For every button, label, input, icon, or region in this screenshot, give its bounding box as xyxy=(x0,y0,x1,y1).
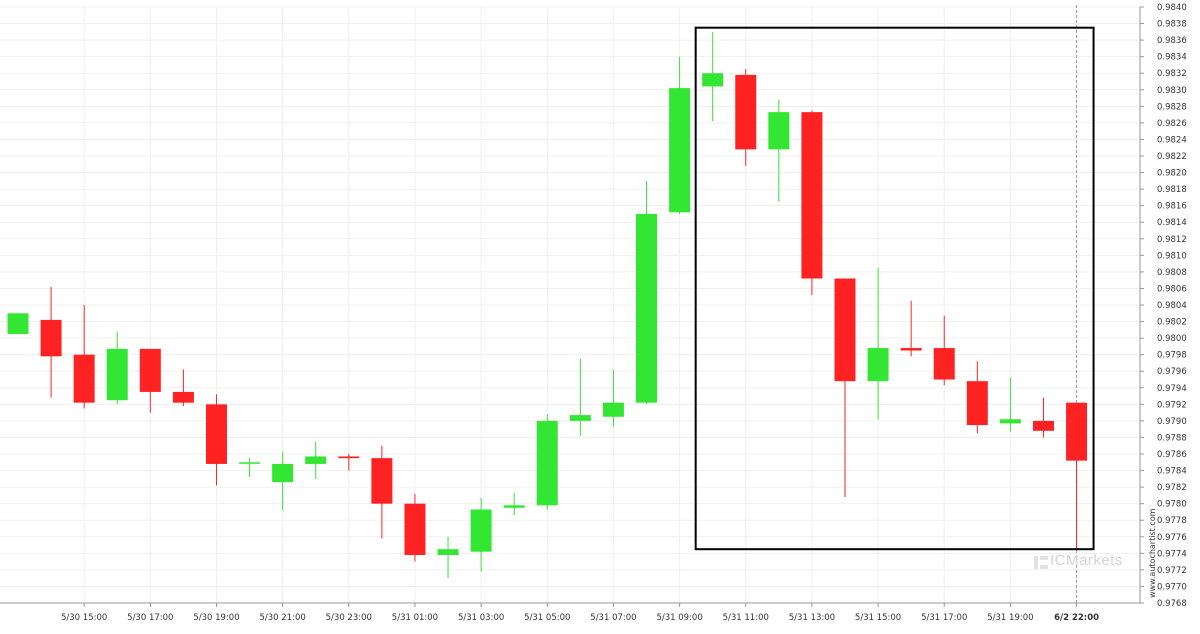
candle-body xyxy=(900,348,922,351)
x-tick-label: 5/30 17:00 xyxy=(127,613,173,623)
candle-body xyxy=(73,354,95,403)
pattern-box xyxy=(694,26,1095,551)
y-tick-label: 0.9800 xyxy=(1157,334,1187,344)
candle-body xyxy=(768,112,790,150)
y-tick-label: 0.9792 xyxy=(1157,400,1187,410)
candle-body xyxy=(7,313,29,334)
candle-body xyxy=(239,462,261,464)
y-tick-label: 0.9794 xyxy=(1157,384,1187,394)
candle-body xyxy=(470,509,492,552)
brand-watermark: ICMarkets xyxy=(1050,552,1123,569)
y-tick-label: 0.9806 xyxy=(1157,284,1187,294)
candle-body xyxy=(602,402,624,417)
y-tick-label: 0.9826 xyxy=(1157,119,1187,129)
x-tick-label: 5/31 15:00 xyxy=(855,613,901,623)
candle-body xyxy=(801,112,823,279)
candle-body xyxy=(1032,420,1054,431)
x-tick-label: 5/31 13:00 xyxy=(789,613,835,623)
side-credit: www.autochartist.com xyxy=(1148,508,1157,598)
y-tick-label: 0.9786 xyxy=(1157,450,1187,460)
y-tick-label: 0.9770 xyxy=(1157,582,1187,592)
y-tick-label: 0.9776 xyxy=(1157,533,1187,543)
y-tick-label: 0.9796 xyxy=(1157,367,1187,377)
candle-body xyxy=(1066,402,1088,461)
candle-body xyxy=(867,348,889,382)
y-tick-label: 0.9790 xyxy=(1157,417,1187,427)
brand-logo-mark xyxy=(1034,556,1048,569)
y-tick-label: 0.9812 xyxy=(1157,235,1187,245)
y-tick-label: 0.9780 xyxy=(1157,500,1187,510)
x-tick-label: 6/2 22:00 xyxy=(1054,613,1099,623)
candle-body xyxy=(933,348,955,380)
y-tick-label: 0.9822 xyxy=(1157,152,1187,162)
candle-body xyxy=(139,348,161,392)
candle-body xyxy=(172,391,194,403)
candle-body xyxy=(966,381,988,426)
candle-body xyxy=(999,419,1021,424)
y-tick-label: 0.9840 xyxy=(1157,3,1187,13)
y-tick-label: 0.9824 xyxy=(1157,135,1187,145)
x-tick-label: 5/31 05:00 xyxy=(524,613,570,623)
x-tick-label: 5/30 15:00 xyxy=(61,613,107,623)
y-tick-label: 0.9798 xyxy=(1157,351,1187,361)
candle-body xyxy=(272,463,294,483)
y-tick-label: 0.9834 xyxy=(1157,53,1187,63)
y-tick-label: 0.9778 xyxy=(1157,516,1187,526)
candle-body xyxy=(636,213,658,403)
y-tick-label: 0.9810 xyxy=(1157,251,1187,261)
candle-body xyxy=(735,74,757,150)
candle-body xyxy=(834,278,856,382)
candle-body xyxy=(40,319,62,357)
candle-body xyxy=(371,458,393,504)
y-tick-label: 0.9818 xyxy=(1157,185,1187,195)
candle-body xyxy=(569,415,591,421)
y-tick-label: 0.9830 xyxy=(1157,86,1187,96)
x-tick-label: 5/31 01:00 xyxy=(392,613,438,623)
candle-body xyxy=(106,348,128,401)
y-tick-label: 0.9814 xyxy=(1157,218,1187,228)
candle-body xyxy=(205,404,227,464)
y-tick-label: 0.9804 xyxy=(1157,301,1187,311)
candle-body xyxy=(437,549,459,555)
candle-body xyxy=(338,456,360,459)
y-tick-label: 0.9788 xyxy=(1157,433,1187,443)
candle-body xyxy=(702,73,724,87)
candle-body xyxy=(536,420,558,506)
candle-body xyxy=(305,456,327,464)
x-tick-label: 5/31 19:00 xyxy=(987,613,1033,623)
y-tick-label: 0.9784 xyxy=(1157,467,1187,477)
y-tick-label: 0.9836 xyxy=(1157,36,1187,46)
y-tick-label: 0.9782 xyxy=(1157,483,1187,493)
x-tick-label: 5/31 11:00 xyxy=(723,613,769,623)
x-tick-label: 5/30 21:00 xyxy=(259,613,305,623)
y-tick-label: 0.9772 xyxy=(1157,566,1187,576)
y-tick-label: 0.9816 xyxy=(1157,202,1187,212)
x-tick-label: 5/31 07:00 xyxy=(590,613,636,623)
x-tick-label: 5/31 17:00 xyxy=(921,613,967,623)
x-tick-label: 5/31 09:00 xyxy=(656,613,702,623)
y-tick-label: 0.9768 xyxy=(1157,599,1187,609)
x-tick-label: 5/30 23:00 xyxy=(326,613,372,623)
candle-body xyxy=(503,505,525,508)
y-tick-label: 0.9828 xyxy=(1157,102,1187,112)
y-tick-label: 0.9838 xyxy=(1157,20,1187,30)
candle-body xyxy=(669,88,691,213)
x-tick-label: 5/30 19:00 xyxy=(193,613,239,623)
y-tick-label: 0.9774 xyxy=(1157,549,1187,559)
y-tick-label: 0.9820 xyxy=(1157,169,1187,179)
candle-body xyxy=(404,503,426,555)
y-tick-label: 0.9808 xyxy=(1157,268,1187,278)
y-tick-label: 0.9802 xyxy=(1157,318,1187,328)
x-tick-label: 5/31 03:00 xyxy=(458,613,504,623)
y-tick-label: 0.9832 xyxy=(1157,69,1187,79)
